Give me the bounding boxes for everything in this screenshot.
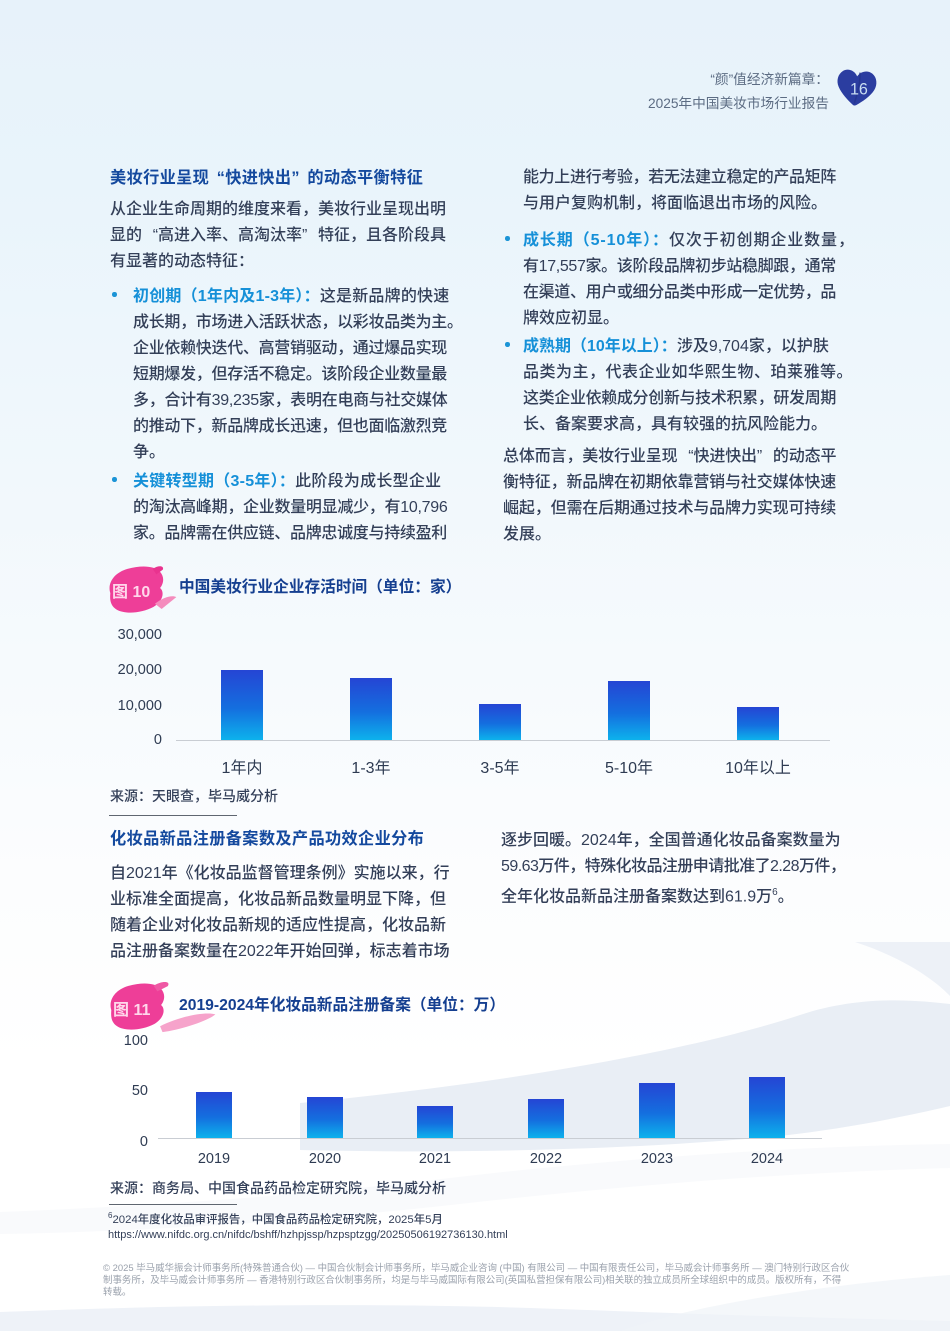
svg-text:16: 16 <box>850 81 868 99</box>
